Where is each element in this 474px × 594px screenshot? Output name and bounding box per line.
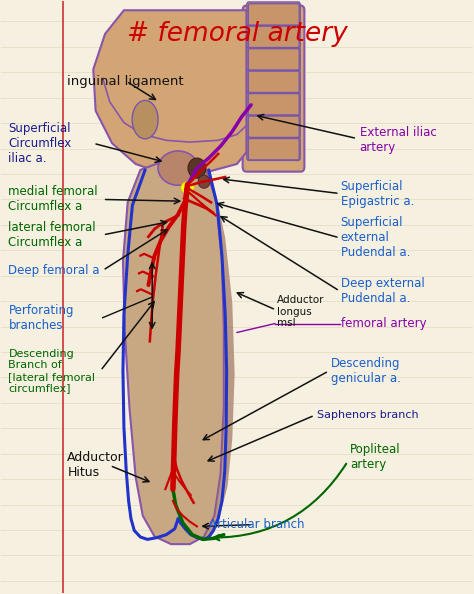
FancyBboxPatch shape	[247, 114, 300, 138]
Ellipse shape	[181, 182, 194, 194]
FancyBboxPatch shape	[247, 2, 300, 26]
FancyBboxPatch shape	[247, 47, 300, 71]
Text: Articular branch: Articular branch	[209, 518, 304, 531]
Polygon shape	[93, 10, 246, 176]
FancyBboxPatch shape	[248, 94, 299, 115]
Polygon shape	[123, 161, 224, 544]
FancyBboxPatch shape	[248, 49, 299, 70]
Text: medial femoral
Circumflex a: medial femoral Circumflex a	[9, 185, 98, 213]
FancyBboxPatch shape	[248, 71, 299, 93]
FancyBboxPatch shape	[248, 116, 299, 137]
FancyBboxPatch shape	[248, 26, 299, 48]
Text: Superficial
external
Pudendal a.: Superficial external Pudendal a.	[341, 216, 410, 260]
Text: External iliac
artery: External iliac artery	[359, 127, 436, 154]
Text: Popliteal
artery: Popliteal artery	[350, 443, 401, 470]
Text: Perforating
branches: Perforating branches	[9, 304, 74, 331]
Ellipse shape	[188, 158, 206, 178]
Text: Deep external
Pudendal a.: Deep external Pudendal a.	[341, 277, 424, 305]
Text: lateral femoral
Circumflex a: lateral femoral Circumflex a	[9, 221, 96, 249]
Text: Superficial
Epigastric a.: Superficial Epigastric a.	[341, 179, 414, 207]
FancyBboxPatch shape	[247, 92, 300, 115]
Ellipse shape	[158, 151, 198, 185]
Ellipse shape	[198, 175, 210, 188]
Text: Adductor
longus
msl: Adductor longus msl	[277, 295, 325, 328]
FancyBboxPatch shape	[243, 5, 304, 172]
FancyBboxPatch shape	[248, 4, 299, 25]
Text: Deep femoral a: Deep femoral a	[9, 264, 100, 277]
Text: Saphenors branch: Saphenors branch	[317, 410, 419, 420]
Text: Descending
Branch of
[lateral femoral
circumflex]: Descending Branch of [lateral femoral ci…	[9, 349, 95, 393]
FancyBboxPatch shape	[248, 138, 299, 160]
Ellipse shape	[132, 100, 158, 139]
FancyBboxPatch shape	[247, 137, 300, 160]
Text: Superficial
Circumflex
iliac a.: Superficial Circumflex iliac a.	[9, 122, 72, 165]
FancyBboxPatch shape	[247, 69, 300, 93]
Polygon shape	[183, 167, 235, 536]
FancyBboxPatch shape	[247, 24, 300, 48]
Text: # femoral artery: # femoral artery	[127, 21, 347, 47]
Text: Adductor
Hitus: Adductor Hitus	[67, 451, 124, 479]
Text: inguinal ligament: inguinal ligament	[67, 75, 184, 88]
Text: femoral artery: femoral artery	[341, 317, 426, 330]
Text: Descending
genicular a.: Descending genicular a.	[331, 357, 401, 385]
